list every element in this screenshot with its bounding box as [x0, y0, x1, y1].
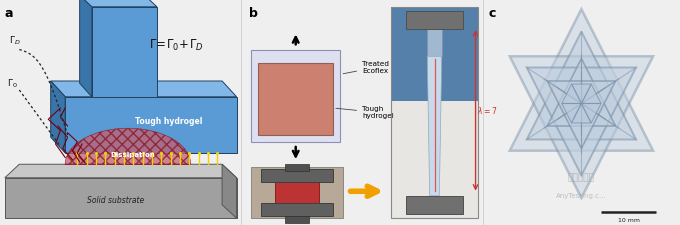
- Polygon shape: [258, 63, 333, 135]
- Polygon shape: [562, 84, 581, 104]
- Polygon shape: [260, 202, 333, 216]
- Polygon shape: [527, 32, 636, 140]
- Polygon shape: [427, 56, 442, 196]
- Polygon shape: [65, 128, 190, 164]
- Polygon shape: [571, 84, 591, 104]
- Polygon shape: [51, 81, 237, 97]
- Polygon shape: [547, 58, 615, 126]
- Text: Tough hydrogel: Tough hydrogel: [135, 117, 203, 126]
- Text: Solid substrate: Solid substrate: [87, 196, 144, 205]
- Polygon shape: [510, 9, 653, 151]
- Polygon shape: [427, 29, 442, 56]
- Polygon shape: [547, 81, 615, 148]
- Polygon shape: [5, 178, 237, 218]
- Text: AnyTesting.c...: AnyTesting.c...: [556, 193, 607, 199]
- Polygon shape: [581, 84, 601, 104]
- Text: $\Gamma_D$: $\Gamma_D$: [9, 34, 20, 47]
- Polygon shape: [251, 166, 343, 218]
- Polygon shape: [510, 56, 653, 198]
- Text: 嘉峰检测网: 嘉峰检测网: [568, 173, 595, 182]
- Polygon shape: [80, 0, 157, 7]
- Polygon shape: [405, 11, 464, 29]
- Polygon shape: [571, 104, 591, 123]
- Text: $\Gamma_0$: $\Gamma_0$: [7, 77, 18, 90]
- Polygon shape: [51, 81, 65, 153]
- Polygon shape: [405, 196, 464, 214]
- Text: 10 mm: 10 mm: [617, 218, 640, 223]
- Polygon shape: [5, 164, 237, 178]
- Text: Treated
Ecoflex: Treated Ecoflex: [343, 61, 389, 74]
- Polygon shape: [222, 164, 237, 218]
- Polygon shape: [527, 68, 636, 176]
- Polygon shape: [391, 101, 478, 218]
- Polygon shape: [275, 182, 319, 202]
- Polygon shape: [391, 7, 478, 101]
- Polygon shape: [260, 169, 333, 182]
- Polygon shape: [80, 0, 92, 97]
- Polygon shape: [285, 216, 309, 223]
- Text: $\Gamma\!=\!\Gamma_0\!+\!\Gamma_D$: $\Gamma\!=\!\Gamma_0\!+\!\Gamma_D$: [149, 37, 203, 53]
- Text: c: c: [489, 7, 496, 20]
- Polygon shape: [92, 7, 157, 97]
- Polygon shape: [251, 50, 341, 142]
- Polygon shape: [581, 104, 601, 123]
- Polygon shape: [65, 97, 237, 153]
- Text: Tough
hydrogel: Tough hydrogel: [336, 106, 394, 119]
- Polygon shape: [285, 164, 309, 171]
- Text: a: a: [5, 7, 14, 20]
- Text: b: b: [249, 7, 258, 20]
- Text: Dissipation: Dissipation: [110, 152, 155, 158]
- Polygon shape: [562, 104, 581, 123]
- Text: $\lambda = 7$: $\lambda = 7$: [477, 105, 497, 116]
